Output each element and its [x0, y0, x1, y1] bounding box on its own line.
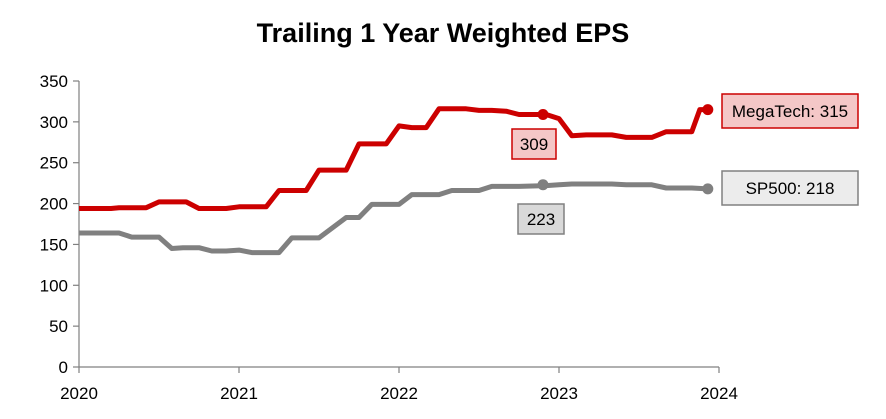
y-tick-label: 150: [40, 235, 68, 254]
megatech-end-label-box: [721, 93, 859, 129]
sp500-end-marker: [702, 183, 714, 195]
x-tick-label: 2023: [540, 384, 578, 403]
chart-title: Trailing 1 Year Weighted EPS: [256, 18, 630, 48]
megatech-end-marker: [702, 104, 714, 116]
x-tick-label: 2020: [60, 384, 98, 403]
sp500-end-label: SP500: 218: [746, 179, 835, 198]
y-tick-label: 50: [49, 317, 68, 336]
y-tick-label: 350: [40, 72, 68, 91]
y-tick-label: 0: [59, 358, 68, 377]
megatech-end-label: MegaTech: 315: [732, 102, 848, 121]
x-tick-label: 2024: [700, 384, 738, 403]
y-tick-label: 300: [40, 113, 68, 132]
sp500-end-label-box: [721, 170, 859, 206]
sp500-series-line: [79, 181, 708, 256]
sp500-value-label: 223: [527, 210, 555, 229]
megatech-series-line: [79, 106, 708, 211]
y-tick-label: 250: [40, 154, 68, 173]
sp500-value-label-box: [517, 203, 565, 235]
y-tick-label: 100: [40, 276, 68, 295]
megatech-marker: [537, 109, 549, 121]
megatech-value-label-box: [511, 128, 557, 160]
y-tick-label: 200: [40, 195, 68, 214]
x-tick-label: 2021: [220, 384, 258, 403]
x-tick-label: 2022: [380, 384, 418, 403]
sp500-marker: [537, 179, 549, 191]
megatech-value-label: 309: [520, 135, 548, 154]
